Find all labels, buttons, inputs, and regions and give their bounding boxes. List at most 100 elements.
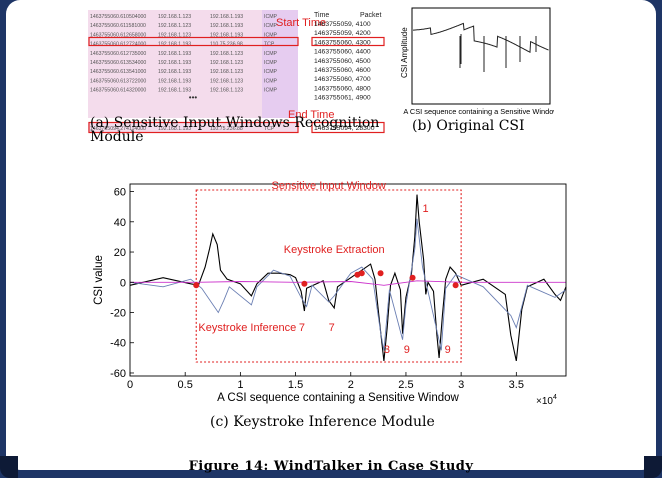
panel-b-xlabel: A CSI sequence containing a Sensitive Wi… (403, 107, 554, 116)
table-cell: 192.168.1.123 (210, 69, 243, 75)
keystroke-marker (452, 282, 459, 289)
table-cell: 1463755060.613541000 (90, 69, 146, 75)
table-cell: TCP (264, 126, 275, 132)
time-packet-log: Time Packet 1463755059, 4100 1463755059, 42… (314, 12, 381, 132)
x-multiplier: ×104 (536, 394, 557, 407)
plot-frame (129, 183, 567, 377)
caption-c: (c) Keystroke Inference Module (210, 414, 435, 430)
keystroke-marker (193, 282, 200, 289)
log-header-time: Time (314, 12, 329, 19)
table-cell: 192.168.1.193 (158, 51, 191, 57)
keystroke-marker (409, 274, 416, 281)
table-cell: TCP (264, 42, 275, 48)
keystroke-inference-chart: 0 0.5 1 1.5 2 2.5 3 3.5 -60 -40 -20 0 20 40 60 A CSI se… (93, 180, 567, 407)
log-end-highlight (311, 121, 385, 134)
table-cell: ICMP (264, 60, 278, 66)
caption-a: (a) Sensitive Input Windows Recognition … (90, 115, 380, 145)
x-tick-label: 3.5 (509, 379, 524, 391)
x-axis-label: A CSI sequence containing a Sensitive Wi… (217, 392, 459, 404)
end-row-highlight (88, 121, 299, 134)
table-cell: 1463755060.610504000 (90, 14, 146, 20)
table-cell: 110.75.236.98 (210, 42, 243, 48)
log-start-highlight (311, 36, 385, 47)
log-row: 1463755060, 4400 (314, 49, 371, 56)
log-row: 1463755059, 4200 (314, 30, 371, 37)
table-cell: 192.168.1.193 (158, 88, 191, 94)
table-ellipsis: ••• (189, 93, 198, 102)
keystroke-marker (301, 280, 308, 287)
keystroke-inference-label: Keystroke Inference (198, 322, 296, 334)
log-row: 1463755059, 4100 (314, 21, 371, 28)
panel-a-table-image: 1463755060.610504000 192.168.1.123 192.168… (88, 10, 385, 134)
keystroke-marker (358, 270, 365, 277)
y-tick-label: -60 (110, 368, 126, 380)
csi-series-line (130, 280, 566, 286)
table-cell: 192.168.1.193 (210, 23, 243, 29)
table-cell: 192.168.1.123 (210, 88, 243, 94)
table-cell: 192.168.1.193 (158, 78, 191, 84)
table-cell: ICMP (264, 23, 278, 29)
y-tick-label: 20 (114, 247, 126, 259)
table-cell: ICMP (264, 32, 278, 38)
table-cell: 192.168.1.193 (210, 14, 243, 20)
table-cell: 1463755060.613534000 (90, 60, 146, 66)
y-tick-label: -40 (110, 338, 126, 350)
table-cell: ICMP (264, 69, 278, 75)
table-cell: 192.168.1.123 (158, 14, 191, 20)
inferred-digit-label: 7 (329, 322, 335, 334)
sensitive-window-label: Sensitive Input Window (272, 180, 386, 192)
x-tick-label: 0 (127, 379, 133, 391)
table-cell: 1463755060.613722000 (90, 78, 146, 84)
table-cell: 192.168.1.193 (210, 32, 243, 38)
log-header-packet: Packet (360, 12, 381, 19)
keystroke-marker (377, 270, 384, 277)
table-cell: 1463755060.612724000 (90, 42, 146, 48)
table-cell: ICMP (264, 51, 278, 57)
table-cell: ICMP (264, 78, 278, 84)
table-cell: 1463755094.274114000 (90, 126, 146, 132)
figure-title: Figure 14: WindTalker in Case Study (188, 459, 474, 474)
y-tick-label: 40 (114, 217, 126, 229)
log-row: 1463755061, 4900 (314, 95, 371, 102)
table-cell: 110.75.236.88 (210, 126, 243, 132)
table-cell: 192.168.1.193 (158, 126, 191, 132)
inferred-digit-label: 7 (299, 322, 305, 334)
log-row: 1463755060, 4500 (314, 58, 371, 65)
y-axis-label: CSI value (93, 255, 105, 305)
y-tick-label: -20 (110, 308, 126, 320)
start-time-label: Start Time (276, 17, 326, 29)
csi-amplitude-label: CSI Amplitude (400, 27, 409, 78)
end-time-label: End Time (288, 109, 334, 121)
table-cell: 1463755060.614320000 (90, 88, 146, 94)
table-cell: 1463755060.612735000 (90, 51, 146, 57)
x-tick-label: 2.5 (398, 379, 413, 391)
csi-series-line (129, 218, 567, 351)
caption-b: (b) Original CSI (412, 118, 525, 134)
log-row: 1463755060, 4800 (314, 85, 371, 92)
log-row-last: 1463755094, 28300 (314, 125, 375, 132)
table-cell: 192.168.1.193 (158, 69, 191, 75)
table-cell: 192.168.1.123 (210, 60, 243, 66)
log-row: 1463755060, 4700 (314, 76, 371, 83)
x-tick-label: 1 (237, 379, 243, 391)
x-tick-label: 3 (458, 379, 464, 391)
inferred-digit-label: 3 (384, 344, 390, 356)
csi-signal-line (413, 22, 549, 72)
inferred-digit-label: 1 (423, 203, 429, 215)
table-cell: 1463755060.611581000 (90, 23, 146, 29)
table-cell: ICMP (264, 14, 278, 20)
sensitive-window-box (195, 189, 462, 363)
table-cell: 192.168.1.123 (158, 23, 191, 29)
x-tick-label: 0.5 (178, 379, 193, 391)
inferred-digit-label: 9 (445, 344, 451, 356)
keystroke-extraction-label: Keystroke Extraction (284, 244, 385, 256)
table-cell: 1463755060.612658000 (90, 32, 146, 38)
inferred-digit-label: 9 (404, 344, 410, 356)
y-tick-label: 60 (114, 187, 126, 199)
packet-table: 1463755060.610504000 192.168.1.123 192.168… (90, 14, 278, 94)
start-row-highlight (88, 36, 299, 47)
table-cell: 192.168.1.123 (210, 78, 243, 84)
table-cell: ICMP (264, 88, 278, 94)
table-cell: 192.168.1.193 (158, 42, 191, 48)
table-cell: 192.168.1.123 (158, 32, 191, 38)
